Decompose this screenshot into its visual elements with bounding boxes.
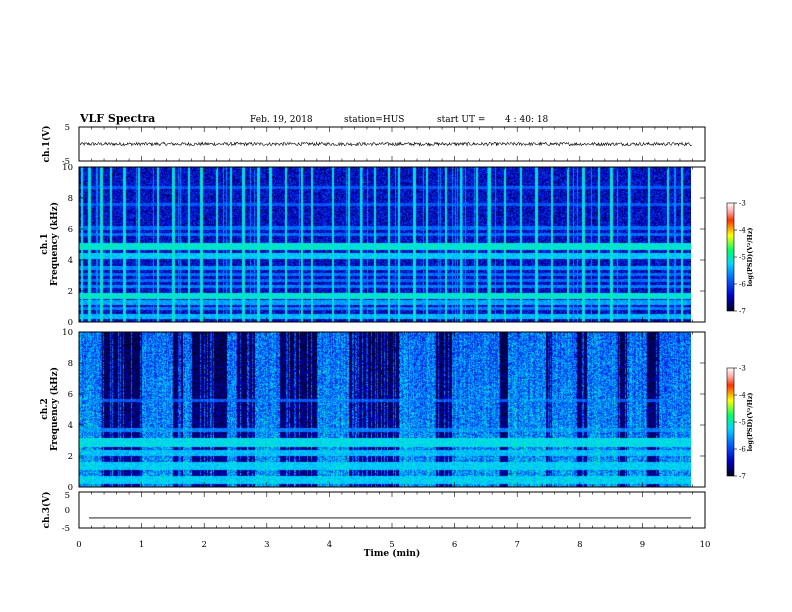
- ch1-colorbar-scale: [726, 202, 735, 312]
- ch2-spectrogram-panel: 0 2 4 6 8 10 ch.2 Frequency (kHz): [40, 328, 706, 493]
- ch2-spectrogram-nodata: [691, 332, 705, 487]
- x-tick-label: 0: [76, 540, 81, 550]
- x-axis-label: Time (min): [364, 548, 421, 559]
- ch3-waveform-panel: 5 0 -5 ch.3(V): [41, 491, 706, 534]
- ch1-spectrogram-ticks: [78, 167, 706, 322]
- ch1-waveform-panel: 5 -5 ch.1(V): [41, 123, 706, 167]
- x-tick-label: 4: [327, 540, 332, 550]
- ch1-spectrogram-image: [79, 167, 705, 322]
- ch2-colorbar-label: log(PSD)(V²/Hz): [746, 393, 754, 452]
- ch2-colorbar: -3 -4 -5 -6 -7 log(PSD)(V²/Hz): [726, 365, 754, 481]
- ch1-waveform-trace: [79, 141, 692, 147]
- y-tick-label: 6: [68, 390, 73, 400]
- colorbar-tick-label: -5: [739, 254, 746, 262]
- x-tick-label: 3: [264, 540, 269, 550]
- y-tick-label: 10: [62, 163, 73, 173]
- y-tick-label: 0: [68, 483, 73, 493]
- start-ut-label: start UT =: [437, 115, 485, 125]
- x-tick-label: 8: [577, 540, 582, 550]
- colorbar-tick-label: -3: [739, 200, 746, 208]
- ch1-waveform-ticks: [78, 127, 706, 161]
- y-tick-label: 0: [68, 318, 73, 328]
- y-tick-label: 4: [68, 256, 73, 266]
- ch1-ytick-bottom: -5: [62, 157, 70, 167]
- colorbar-tick-label: -6: [739, 281, 746, 289]
- y-tick-label: 8: [68, 359, 73, 369]
- ch1-spectrogram-nodata: [691, 167, 705, 322]
- ch3-ytick-middle: 0: [65, 506, 70, 516]
- ch1-ytick-top: 5: [65, 123, 70, 133]
- y-tick-label: 8: [68, 194, 73, 204]
- ch2-spectrogram-ticks: [78, 332, 706, 487]
- y-tick-label: 6: [68, 225, 73, 235]
- y-tick-label: 10: [62, 328, 73, 338]
- ch1-spectrogram-ylabel-channel: ch.1: [40, 233, 50, 254]
- ch3-waveform-ylabel: ch.3(V): [41, 492, 52, 529]
- x-tick-label: 10: [700, 540, 711, 550]
- x-tick-label: 6: [452, 540, 457, 550]
- ch3-waveform-frame: [78, 491, 706, 529]
- y-tick-label: 2: [68, 287, 73, 297]
- ch1-spectrogram-ylabel: Frequency (kHz): [49, 202, 60, 286]
- colorbar-tick-label: -5: [739, 419, 746, 427]
- date-label: Feb. 19, 2018: [250, 115, 313, 125]
- colorbar-tick-label: -4: [739, 392, 746, 400]
- station-label: station=HUS: [344, 115, 404, 125]
- colorbar-tick-label: -7: [739, 308, 746, 316]
- ch3-waveform-ticks: [78, 492, 706, 528]
- x-tick-label: 2: [201, 540, 206, 550]
- x-axis-tick-labels: 0 1 2 3 4 5 6 7 8 9 10: [76, 540, 710, 550]
- colorbar-tick-label: -7: [739, 473, 746, 481]
- ch2-spectrogram-yticks: 0 2 4 6 8 10: [62, 328, 705, 493]
- ch1-colorbar: -3 -4 -5 -6 -7 log(PSD)(V²/Hz): [726, 200, 754, 316]
- start-ut-value: 4 : 40: 18: [505, 115, 549, 125]
- ch2-spectrogram-ylabel-channel: ch.2: [40, 398, 50, 419]
- ch1-colorbar-label: log(PSD)(V²/Hz): [746, 228, 754, 287]
- ch1-waveform-ylabel: ch.1(V): [41, 126, 52, 163]
- ch1-spectrogram-panel: 0 2 4 6 8 10 ch.1 Frequency (kHz): [40, 163, 706, 328]
- colorbar-tick-label: -6: [739, 446, 746, 454]
- ch2-spectrogram-ylabel: Frequency (kHz): [49, 367, 60, 451]
- ch3-ytick-top: 5: [65, 491, 70, 501]
- ch1-colorbar-ticks: -3 -4 -5 -6 -7: [734, 200, 746, 316]
- ch2-colorbar-ticks: -3 -4 -5 -6 -7: [734, 365, 746, 481]
- ch2-colorbar-scale: [726, 367, 735, 477]
- x-tick-label: 1: [139, 540, 144, 550]
- colorbar-tick-label: -3: [739, 365, 746, 373]
- figure-title: VLF Spectra: [79, 112, 155, 125]
- ch3-ytick-bottom: -5: [62, 524, 70, 534]
- ch1-spectrogram-yticks: 0 2 4 6 8 10: [62, 163, 705, 328]
- y-tick-label: 4: [68, 421, 73, 431]
- x-tick-label: 9: [640, 540, 645, 550]
- x-tick-label: 5: [389, 540, 394, 550]
- y-tick-label: 2: [68, 452, 73, 462]
- ch2-spectrogram-image: [79, 332, 705, 487]
- colorbar-tick-label: -4: [739, 227, 746, 235]
- x-tick-label: 7: [514, 540, 519, 550]
